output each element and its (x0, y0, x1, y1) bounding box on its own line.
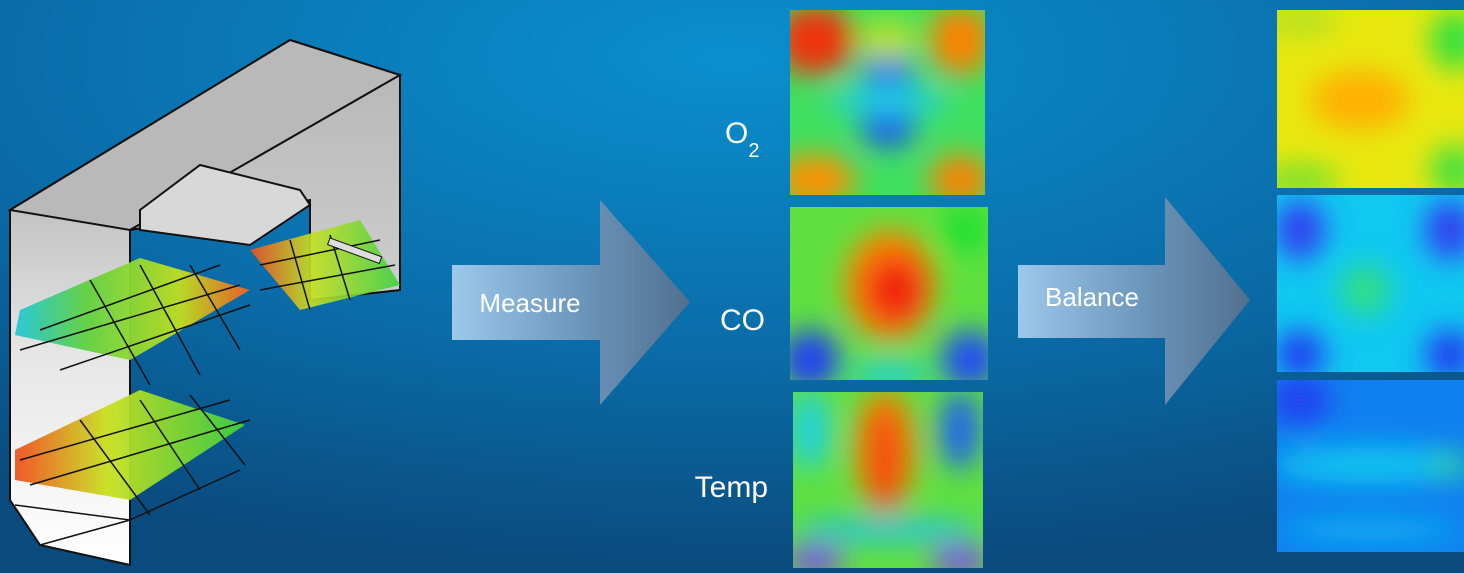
temp-heatmap (785, 390, 990, 573)
map-label-main: O (725, 117, 748, 150)
step-label: Measure (479, 288, 580, 318)
page: Measure O2 CO Temp (0, 0, 1464, 573)
step-label: Balance (1045, 282, 1139, 312)
slide: Measure O2 CO Temp (0, 0, 1464, 573)
map-label-subscript: 2 (748, 140, 759, 162)
o2-heatmap (775, 5, 990, 205)
map-label: Temp (695, 471, 768, 504)
co-heatmap (780, 205, 1000, 390)
map-label: CO (720, 304, 765, 337)
temp-balanced-heatmap (1270, 375, 1464, 552)
co-balanced-heatmap (1275, 195, 1464, 380)
o2-balanced-heatmap (1260, 5, 1464, 195)
